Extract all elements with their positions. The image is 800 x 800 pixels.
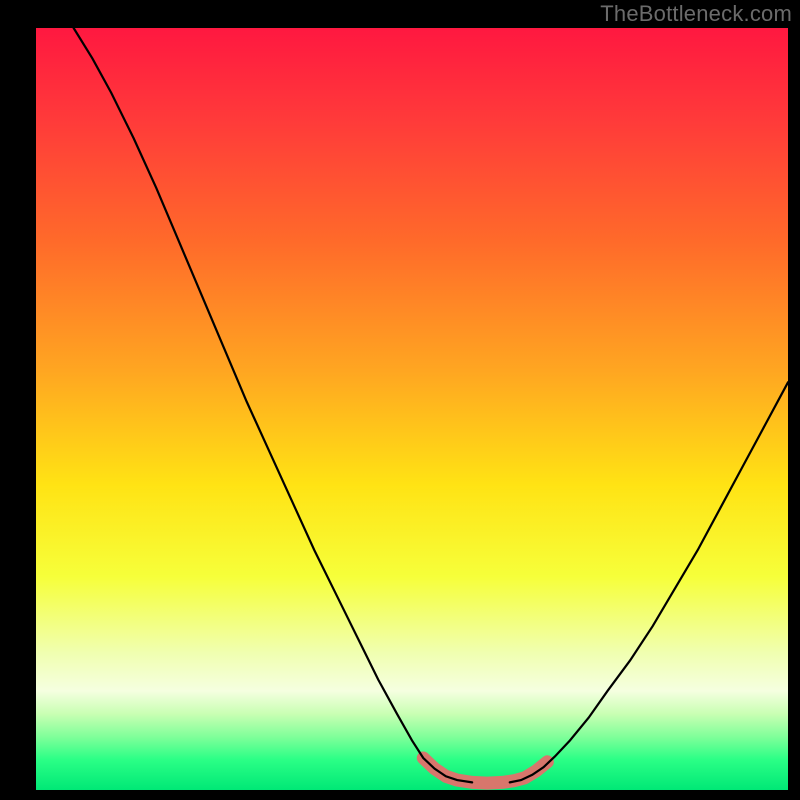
bottleneck-curve-chart <box>0 0 800 800</box>
watermark-text: TheBottleneck.com <box>600 1 792 27</box>
chart-container: TheBottleneck.com <box>0 0 800 800</box>
plot-area <box>36 28 788 790</box>
